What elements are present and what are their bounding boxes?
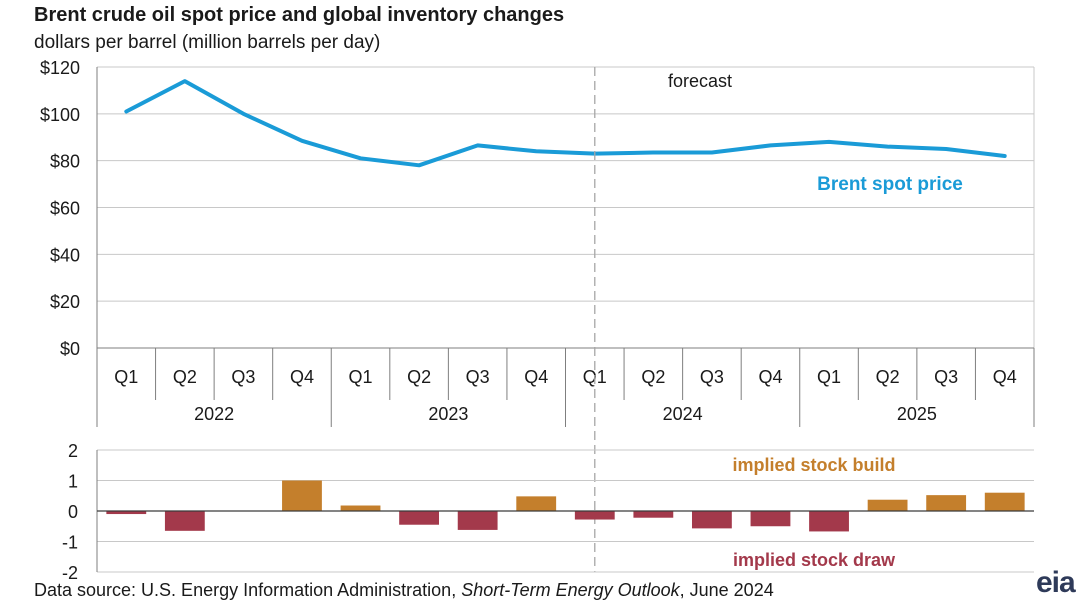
bar-stock-build: [984, 492, 1025, 511]
bar-stock-draw: [164, 511, 205, 531]
brent-price-line: [124, 79, 1007, 168]
quarter-label: Q3: [700, 367, 724, 387]
source-date: , June 2024: [679, 580, 774, 600]
bar-stock-build: [282, 480, 322, 511]
forecast-label: forecast: [668, 71, 732, 91]
quarter-label: Q1: [349, 367, 373, 387]
bar-stock-build: [340, 505, 381, 511]
bar-stock-draw: [750, 511, 791, 527]
chart-title: Brent crude oil spot price and global in…: [34, 4, 565, 26]
quarter-label: Q4: [758, 367, 782, 387]
bar-stock-draw: [399, 511, 440, 525]
bar-stock-draw: [633, 511, 674, 518]
data-source-note: Data source: U.S. Energy Information Adm…: [34, 580, 774, 601]
quarter-label: Q2: [641, 367, 665, 387]
y-tick-label-bottom: 0: [68, 502, 78, 522]
bar-stock-draw: [809, 511, 849, 532]
y-tick-label-bottom: -2: [62, 563, 78, 583]
quarter-label: Q2: [407, 367, 431, 387]
quarter-label: Q3: [934, 367, 958, 387]
y-tick-label: $20: [50, 292, 80, 312]
bar-stock-draw: [574, 511, 615, 520]
bar-stock-build: [516, 496, 557, 511]
chart-subtitle: dollars per barrel (million barrels per …: [34, 32, 381, 53]
quarter-label: Q3: [466, 367, 490, 387]
quarter-label: Q2: [173, 367, 197, 387]
bar-stock-build: [926, 495, 967, 511]
bar-stock-draw: [691, 511, 732, 529]
y-tick-label: $80: [50, 152, 80, 172]
year-label: 2023: [428, 404, 468, 424]
y-tick-label: $120: [40, 58, 80, 78]
annotation-stock-build: implied stock build: [732, 455, 895, 475]
source-publication: Short-Term Energy Outlook: [461, 580, 680, 600]
quarter-label: Q1: [817, 367, 841, 387]
quarter-label: Q4: [290, 367, 314, 387]
year-label: 2024: [663, 404, 703, 424]
source-prefix: Data source: U.S. Energy Information Adm…: [34, 580, 462, 600]
series-label-brent: Brent spot price: [817, 174, 963, 195]
y-tick-label: $60: [50, 199, 80, 219]
eia-logo: eia: [1036, 566, 1076, 599]
bar-stock-draw: [106, 511, 147, 515]
y-tick-label-bottom: -1: [62, 533, 78, 553]
quarter-label: Q4: [993, 367, 1017, 387]
year-label: 2022: [194, 404, 234, 424]
bar-stock-build: [867, 499, 908, 511]
y-tick-label-bottom: 2: [68, 441, 78, 461]
annotation-stock-draw: implied stock draw: [733, 550, 896, 570]
y-tick-label-bottom: 1: [68, 472, 78, 492]
quarter-label: Q1: [114, 367, 138, 387]
quarter-label: Q2: [876, 367, 900, 387]
year-label: 2025: [897, 404, 937, 424]
quarter-label: Q4: [524, 367, 548, 387]
bar-stock-draw: [457, 511, 498, 530]
y-tick-label: $100: [40, 105, 80, 125]
quarter-label: Q3: [231, 367, 255, 387]
y-tick-label: $40: [50, 245, 80, 265]
y-tick-label: $0: [60, 339, 80, 359]
